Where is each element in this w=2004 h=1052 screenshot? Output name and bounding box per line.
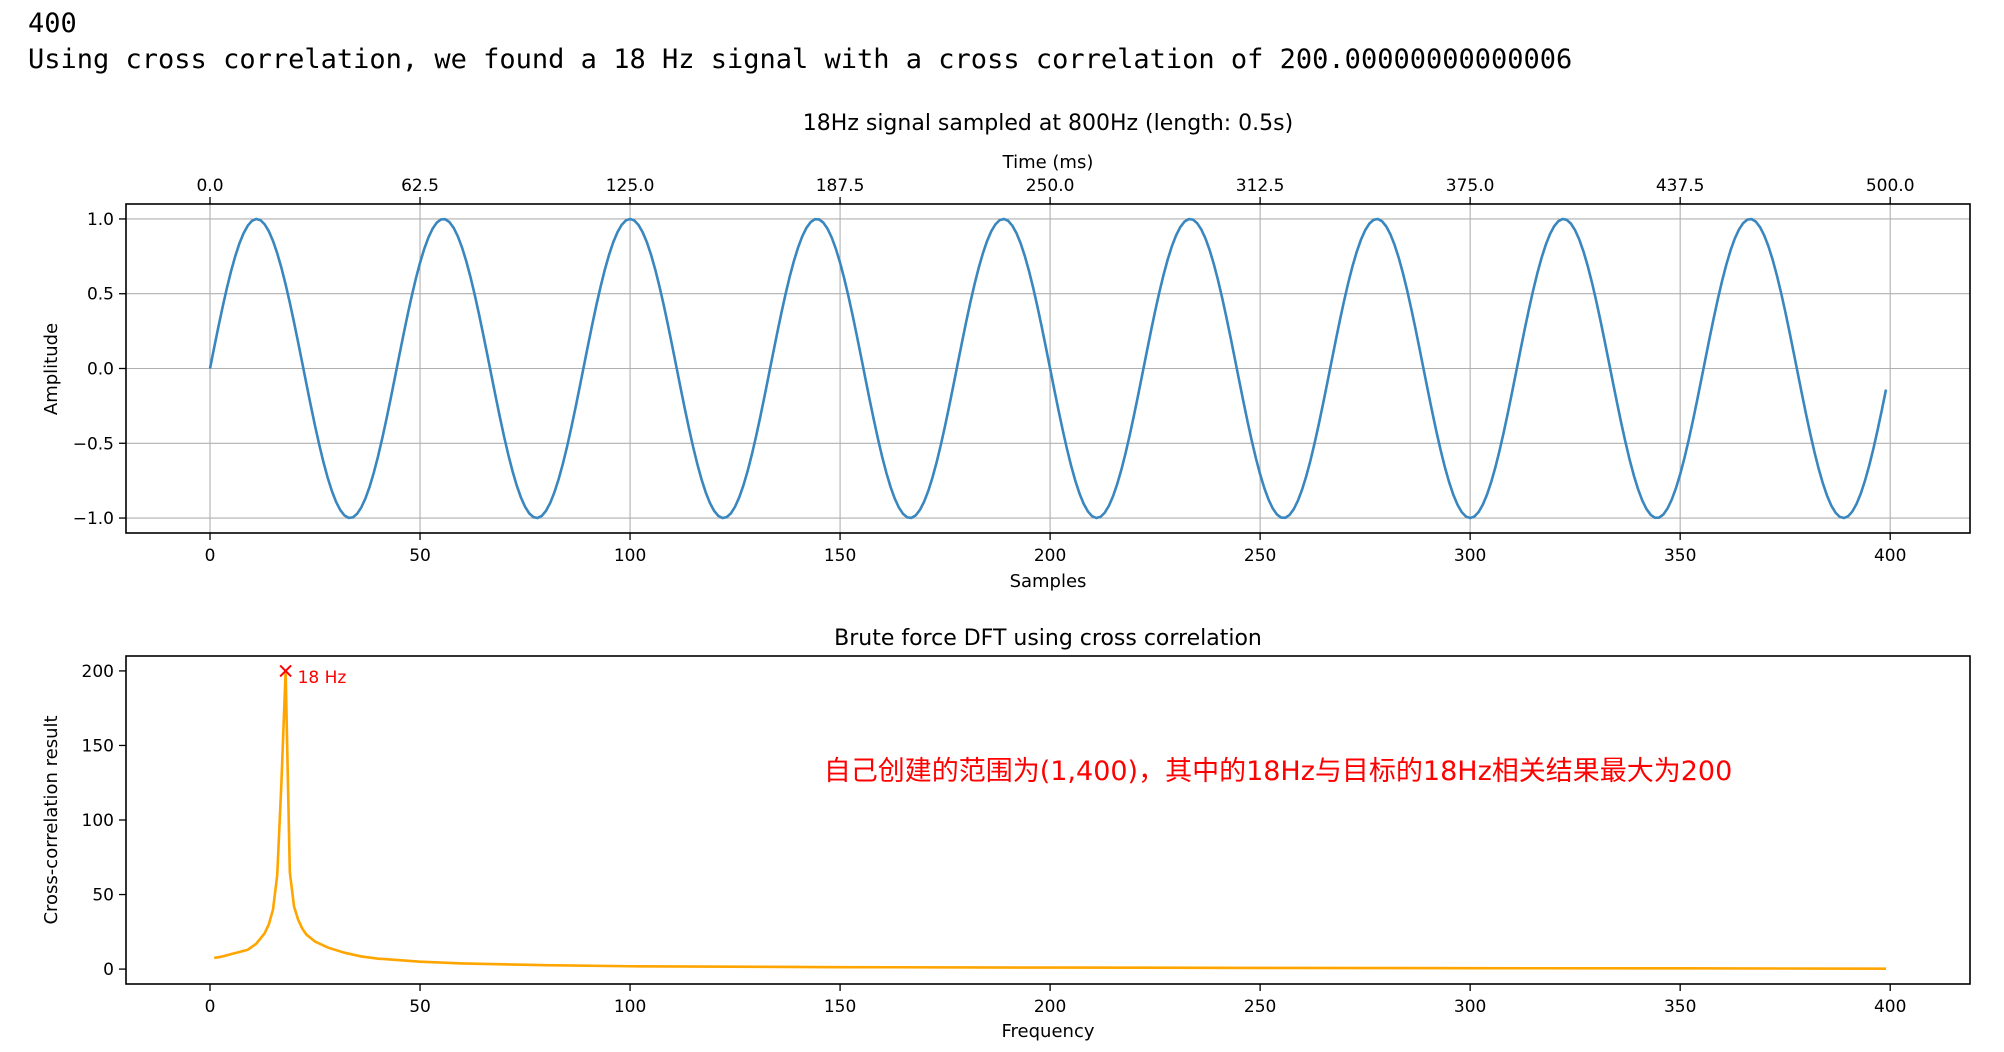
top-axis-tick-label: 375.0 [1446, 176, 1495, 196]
signal-y-tick-label: −0.5 [73, 434, 114, 454]
dft-y-tick-label: 200 [82, 662, 114, 682]
top-axis-tick-label: 125.0 [606, 176, 655, 196]
signal-y-axis-label: Amplitude [41, 323, 62, 415]
console-output: 400 Using cross correlation, we found a 1… [28, 6, 1572, 78]
signal-y-tick-label: 1.0 [87, 210, 114, 230]
dft-y-tick-label: 50 [92, 886, 114, 906]
top-axis-label: Time (ms) [1002, 152, 1094, 173]
top-axis-tick-label: 187.5 [816, 176, 865, 196]
signal-series-line [208, 217, 1888, 520]
peak-marker [279, 664, 292, 678]
signal-plot-frame [125, 203, 1971, 534]
dft-x-tick-label: 400 [1874, 997, 1906, 1017]
signal-x-tick-label: 150 [824, 546, 856, 566]
dft-y-tick-label: 150 [82, 736, 114, 756]
top-axis-tick-label: 62.5 [401, 176, 439, 196]
signal-x-tick-label: 350 [1664, 546, 1696, 566]
output-line-count: 400 [28, 8, 77, 39]
peak-label: 18 Hz [298, 668, 347, 688]
dft-x-tick-label: 150 [824, 997, 856, 1017]
dft-x-tick-label: 300 [1454, 997, 1486, 1017]
signal-x-tick-label: 400 [1874, 546, 1906, 566]
signal-x-tick-label: 50 [409, 546, 431, 566]
signal-y-tick-label: 0.0 [87, 360, 114, 380]
dft-x-tick-label: 0 [205, 997, 216, 1017]
output-result-text: Using cross correlation, we found a 18 H… [28, 44, 1573, 75]
top-axis-tick-label: 437.5 [1656, 176, 1705, 196]
signal-y-tick-label: 0.5 [87, 285, 114, 305]
chart-annotation: 自己创建的范围为(1,400)，其中的18Hz与目标的18Hz相关结果最大为20… [824, 756, 1733, 787]
signal-x-tick-label: 250 [1244, 546, 1276, 566]
dft-chart: Brute force DFT using cross correlation … [41, 626, 1971, 1042]
top-axis-tick-label: 500.0 [1866, 176, 1915, 196]
signal-x-axis-label: Samples [1010, 571, 1087, 592]
dft-x-tick-label: 350 [1664, 997, 1696, 1017]
dft-y-axis-label: Cross-correlation result [41, 715, 62, 924]
signal-grid [126, 204, 1970, 533]
signal-x-tick-label: 300 [1454, 546, 1486, 566]
dft-x-tick-label: 100 [614, 997, 646, 1017]
top-axis-tick-label: 0.0 [196, 176, 223, 196]
signal-ticks: 0 50 100 150 200 250 300 350 400 0.0 62.5 125.0 187.… [73, 176, 1915, 566]
dft-ticks: 0 50 100 150 200 250 300 350 400 200 150 100 50 0 [82, 662, 1907, 1017]
peak-marker-stroke [279, 664, 292, 678]
signal-x-tick-label: 0 [205, 546, 216, 566]
dft-plot-frame [125, 655, 1971, 985]
dft-y-tick-label: 100 [82, 811, 114, 831]
dft-x-tick-label: 200 [1034, 997, 1066, 1017]
dft-x-tick-label: 50 [409, 997, 431, 1017]
signal-y-tick-label: −1.0 [73, 509, 114, 529]
signal-chart: 18Hz signal sampled at 800Hz (length: 0.… [41, 111, 1971, 592]
signal-x-tick-label: 200 [1034, 546, 1066, 566]
signal-chart-title: 18Hz signal sampled at 800Hz (length: 0.… [803, 111, 1293, 136]
dft-x-tick-label: 250 [1244, 997, 1276, 1017]
dft-chart-title: Brute force DFT using cross correlation [834, 626, 1262, 651]
dft-x-axis-label: Frequency [1002, 1021, 1095, 1042]
top-axis-tick-label: 250.0 [1026, 176, 1075, 196]
signal-x-tick-label: 100 [614, 546, 646, 566]
top-axis-tick-label: 312.5 [1236, 176, 1285, 196]
dft-y-tick-label: 0 [103, 960, 114, 980]
dft-series-line [213, 670, 1886, 970]
